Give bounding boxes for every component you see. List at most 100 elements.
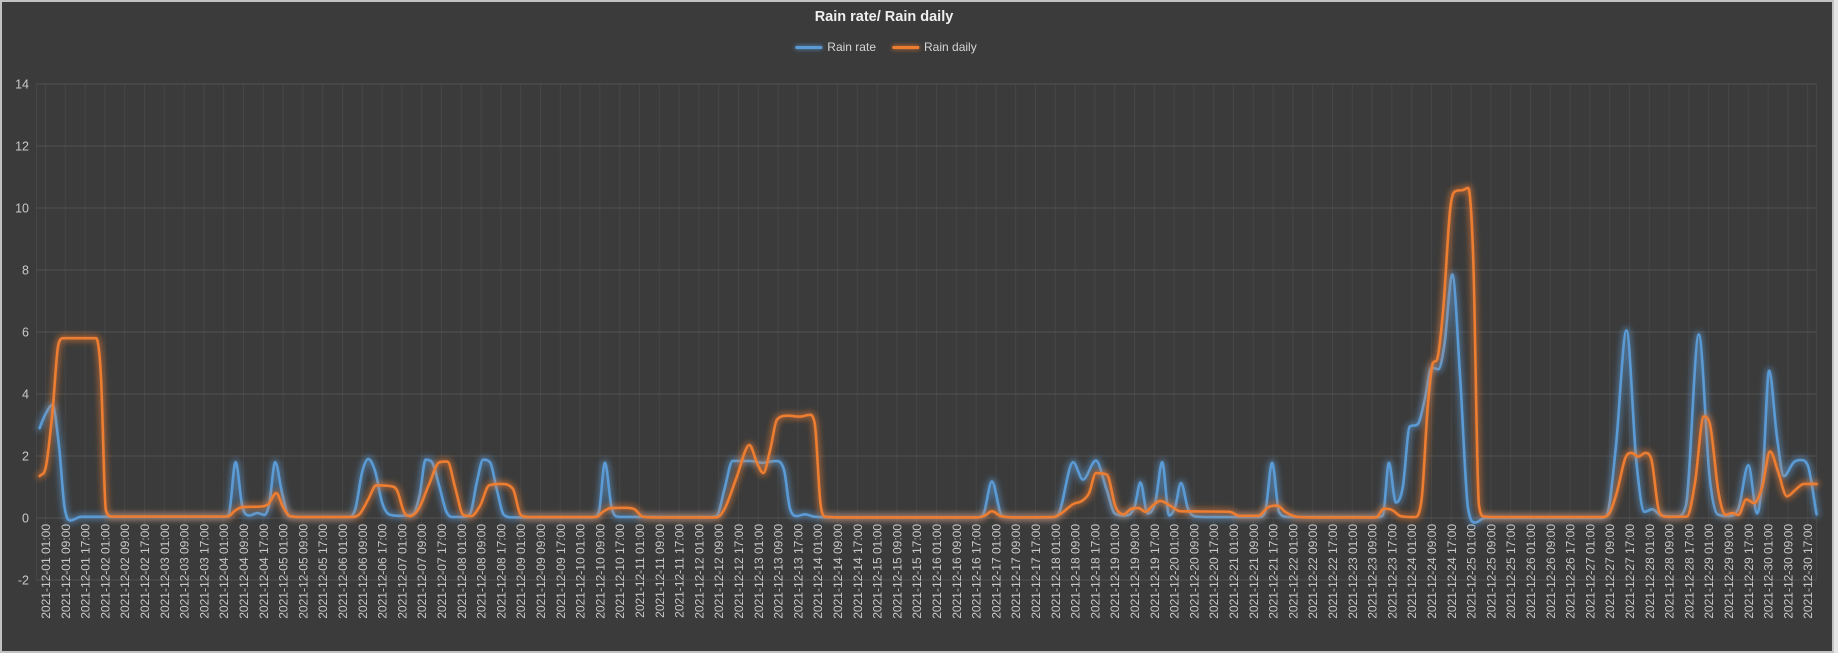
svg-text:2021-12-20 09:00: 2021-12-20 09:00 xyxy=(1187,524,1201,619)
svg-text:2021-12-28 17:00: 2021-12-28 17:00 xyxy=(1682,524,1696,619)
y-axis-labels: -2 0 2 4 6 8 10 12 14 xyxy=(15,77,29,587)
svg-text:2021-12-30 09:00: 2021-12-30 09:00 xyxy=(1781,524,1795,619)
svg-text:2021-12-11 09:00: 2021-12-11 09:00 xyxy=(653,524,667,618)
svg-text:2021-12-20 01:00: 2021-12-20 01:00 xyxy=(1168,524,1182,619)
svg-text:2021-12-10 17:00: 2021-12-10 17:00 xyxy=(613,524,627,619)
svg-text:2021-12-26 09:00: 2021-12-26 09:00 xyxy=(1544,524,1558,619)
svg-text:2021-12-11 17:00: 2021-12-11 17:00 xyxy=(673,524,687,618)
svg-text:2021-12-12 01:00: 2021-12-12 01:00 xyxy=(692,524,706,619)
svg-text:2021-12-05 01:00: 2021-12-05 01:00 xyxy=(277,524,291,619)
svg-text:2021-12-15 01:00: 2021-12-15 01:00 xyxy=(871,524,885,619)
svg-text:2021-12-24 09:00: 2021-12-24 09:00 xyxy=(1425,524,1439,619)
svg-text:2021-12-20 17:00: 2021-12-20 17:00 xyxy=(1207,524,1221,619)
x-axis-labels: 2021-12-01 01:00 2021-12-01 09:00 2021-12-… xyxy=(39,524,1815,619)
svg-text:2021-12-16 17:00: 2021-12-16 17:00 xyxy=(970,524,984,619)
svg-text:2021-12-15 09:00: 2021-12-15 09:00 xyxy=(890,524,904,619)
svg-text:2021-12-28 09:00: 2021-12-28 09:00 xyxy=(1663,524,1677,619)
rain-daily-line-swatch xyxy=(892,45,919,49)
svg-text:2021-12-13 09:00: 2021-12-13 09:00 xyxy=(772,524,786,619)
svg-text:2021-12-17 09:00: 2021-12-17 09:00 xyxy=(1009,524,1023,619)
svg-text:2021-12-13 17:00: 2021-12-13 17:00 xyxy=(791,524,805,619)
svg-text:6: 6 xyxy=(22,325,29,339)
svg-text:2021-12-29 17:00: 2021-12-29 17:00 xyxy=(1742,524,1756,619)
svg-text:2021-12-08 01:00: 2021-12-08 01:00 xyxy=(455,524,469,619)
svg-text:2021-12-26 01:00: 2021-12-26 01:00 xyxy=(1524,524,1538,619)
svg-text:2021-12-06 01:00: 2021-12-06 01:00 xyxy=(336,524,350,619)
svg-text:2021-12-04 01:00: 2021-12-04 01:00 xyxy=(217,524,231,619)
svg-text:2021-12-19 01:00: 2021-12-19 01:00 xyxy=(1108,524,1122,619)
svg-text:2021-12-05 09:00: 2021-12-05 09:00 xyxy=(296,524,310,619)
svg-text:2021-12-30 17:00: 2021-12-30 17:00 xyxy=(1801,524,1815,619)
svg-text:2021-12-03 09:00: 2021-12-03 09:00 xyxy=(178,524,192,619)
svg-text:2021-12-22 09:00: 2021-12-22 09:00 xyxy=(1306,524,1320,619)
svg-text:2021-12-27 09:00: 2021-12-27 09:00 xyxy=(1603,524,1617,619)
svg-text:2021-12-29 01:00: 2021-12-29 01:00 xyxy=(1702,524,1716,619)
svg-text:2021-12-23 01:00: 2021-12-23 01:00 xyxy=(1346,524,1360,619)
svg-text:2021-12-14 09:00: 2021-12-14 09:00 xyxy=(831,524,845,619)
svg-text:2021-12-09 17:00: 2021-12-09 17:00 xyxy=(554,524,568,619)
svg-text:2021-12-11 01:00: 2021-12-11 01:00 xyxy=(633,524,647,618)
svg-text:2021-12-10 01:00: 2021-12-10 01:00 xyxy=(574,524,588,619)
svg-text:2021-12-19 09:00: 2021-12-19 09:00 xyxy=(1128,524,1142,619)
legend-item-rain-rate[interactable]: Rain rate xyxy=(795,40,876,54)
svg-text:0: 0 xyxy=(22,511,29,525)
svg-text:2021-12-24 17:00: 2021-12-24 17:00 xyxy=(1445,524,1459,619)
svg-text:2021-12-12 17:00: 2021-12-12 17:00 xyxy=(732,524,746,619)
svg-text:2021-12-02 01:00: 2021-12-02 01:00 xyxy=(98,524,112,619)
svg-text:2021-12-22 01:00: 2021-12-22 01:00 xyxy=(1286,524,1300,619)
svg-text:-2: -2 xyxy=(18,573,29,587)
legend-item-rain-daily[interactable]: Rain daily xyxy=(892,40,977,54)
svg-text:2: 2 xyxy=(22,449,29,463)
svg-text:10: 10 xyxy=(15,201,29,215)
svg-text:2021-12-06 17:00: 2021-12-06 17:00 xyxy=(376,524,390,619)
svg-text:2021-12-02 09:00: 2021-12-02 09:00 xyxy=(118,524,132,619)
svg-text:2021-12-25 17:00: 2021-12-25 17:00 xyxy=(1504,524,1518,619)
svg-text:2021-12-10 09:00: 2021-12-10 09:00 xyxy=(593,524,607,619)
svg-text:14: 14 xyxy=(15,77,29,91)
svg-text:2021-12-13 01:00: 2021-12-13 01:00 xyxy=(752,524,766,619)
svg-text:2021-12-03 01:00: 2021-12-03 01:00 xyxy=(158,524,172,619)
gridlines xyxy=(36,83,1817,581)
svg-text:2021-12-25 09:00: 2021-12-25 09:00 xyxy=(1484,524,1498,619)
svg-text:2021-12-01 09:00: 2021-12-01 09:00 xyxy=(59,524,73,619)
svg-text:2021-12-30 01:00: 2021-12-30 01:00 xyxy=(1762,524,1776,619)
svg-text:2021-12-02 17:00: 2021-12-02 17:00 xyxy=(138,524,152,619)
svg-text:2021-12-07 09:00: 2021-12-07 09:00 xyxy=(415,524,429,619)
svg-text:2021-12-07 17:00: 2021-12-07 17:00 xyxy=(435,524,449,619)
svg-text:4: 4 xyxy=(22,387,29,401)
svg-text:2021-12-28 01:00: 2021-12-28 01:00 xyxy=(1643,524,1657,619)
svg-text:2021-12-01 01:00: 2021-12-01 01:00 xyxy=(39,524,53,619)
svg-text:2021-12-21 09:00: 2021-12-21 09:00 xyxy=(1247,524,1261,619)
svg-text:2021-12-27 17:00: 2021-12-27 17:00 xyxy=(1623,524,1637,619)
svg-text:2021-12-18 01:00: 2021-12-18 01:00 xyxy=(1049,524,1063,619)
svg-text:2021-12-08 17:00: 2021-12-08 17:00 xyxy=(494,524,508,619)
svg-text:2021-12-21 01:00: 2021-12-21 01:00 xyxy=(1227,524,1241,619)
svg-text:2021-12-04 17:00: 2021-12-04 17:00 xyxy=(257,524,271,619)
svg-text:2021-12-22 17:00: 2021-12-22 17:00 xyxy=(1326,524,1340,619)
svg-text:2021-12-27 01:00: 2021-12-27 01:00 xyxy=(1583,524,1597,619)
svg-text:8: 8 xyxy=(22,263,29,277)
svg-text:2021-12-09 09:00: 2021-12-09 09:00 xyxy=(534,524,548,619)
svg-text:2021-12-04 09:00: 2021-12-04 09:00 xyxy=(237,524,251,619)
window-edge-strip xyxy=(1834,0,1838,653)
svg-text:2021-12-23 17:00: 2021-12-23 17:00 xyxy=(1385,524,1399,619)
svg-text:2021-12-19 17:00: 2021-12-19 17:00 xyxy=(1148,524,1162,619)
rain-daily-line xyxy=(36,184,1821,521)
chart-legend: Rain rate Rain daily xyxy=(795,40,977,54)
svg-text:2021-12-15 17:00: 2021-12-15 17:00 xyxy=(910,524,924,619)
svg-text:2021-12-14 01:00: 2021-12-14 01:00 xyxy=(811,524,825,619)
chart-title: Rain rate/ Rain daily xyxy=(814,9,954,25)
legend-label-rain-rate: Rain rate xyxy=(827,40,876,54)
svg-text:2021-12-16 09:00: 2021-12-16 09:00 xyxy=(950,524,964,619)
svg-text:2021-12-17 17:00: 2021-12-17 17:00 xyxy=(1029,524,1043,619)
rain-rate-line-swatch xyxy=(795,45,823,49)
svg-text:2021-12-03 17:00: 2021-12-03 17:00 xyxy=(197,524,211,619)
svg-text:2021-12-17 01:00: 2021-12-17 01:00 xyxy=(989,524,1003,619)
svg-text:2021-12-25 01:00: 2021-12-25 01:00 xyxy=(1465,524,1479,619)
svg-text:2021-12-06 09:00: 2021-12-06 09:00 xyxy=(356,524,370,619)
svg-text:2021-12-05 17:00: 2021-12-05 17:00 xyxy=(316,524,330,619)
svg-text:2021-12-26 17:00: 2021-12-26 17:00 xyxy=(1564,524,1578,619)
svg-text:2021-12-08 09:00: 2021-12-08 09:00 xyxy=(475,524,489,619)
